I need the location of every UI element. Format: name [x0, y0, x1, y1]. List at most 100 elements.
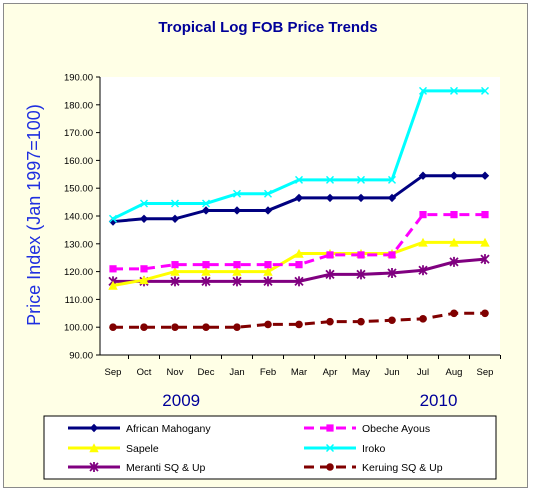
legend-label: Sapele — [126, 443, 159, 455]
legend-item-keruing-sq-up: Keruing SQ & Up — [304, 462, 443, 474]
data-point-sapele — [139, 275, 149, 285]
legend-label: African Mahogany — [126, 423, 211, 435]
data-point-sapele — [418, 237, 428, 247]
data-point-african-mahogany — [294, 193, 304, 203]
x-tick-label: Apr — [323, 367, 338, 378]
legend-item-iroko: Iroko — [304, 443, 386, 455]
data-point-iroko — [139, 199, 149, 208]
legend-marker — [326, 424, 334, 432]
x-tick-label: Aug — [446, 367, 463, 378]
data-point-obeche-ayous — [233, 261, 241, 269]
data-point-obeche-ayous — [264, 261, 272, 269]
legend-marker — [89, 443, 99, 453]
data-point-iroko — [480, 86, 490, 95]
data-point-obeche-ayous — [140, 265, 148, 273]
legend-item-sapele: Sapele — [68, 443, 159, 455]
data-point-meranti-sq-up — [449, 256, 459, 267]
x-tick-label: Sep — [105, 367, 122, 378]
data-point-keruing-sq-up — [171, 323, 179, 332]
x-tick-label: Dec — [198, 367, 215, 378]
data-point-african-mahogany — [170, 214, 180, 223]
x-tick-label: May — [352, 367, 370, 378]
data-point-meranti-sq-up — [325, 269, 335, 280]
data-point-obeche-ayous — [202, 261, 210, 269]
y-axis-label: Price Index (Jan 1997=100) — [24, 104, 44, 326]
data-point-obeche-ayous — [481, 211, 489, 219]
series-keruing-sq-up — [109, 309, 489, 332]
series-african-mahogany — [108, 171, 490, 226]
data-point-keruing-sq-up — [357, 317, 365, 326]
data-point-meranti-sq-up — [232, 276, 242, 287]
data-point-african-mahogany — [139, 214, 149, 223]
x-tick-label: Oct — [137, 367, 152, 378]
data-point-obeche-ayous — [357, 251, 365, 259]
legend-item-obeche-ayous: Obeche Ayous — [304, 423, 430, 435]
data-point-keruing-sq-up — [419, 315, 427, 323]
data-point-iroko — [201, 199, 211, 208]
legend-marker — [89, 462, 99, 472]
data-point-african-mahogany — [449, 171, 459, 180]
x-tick-label: Jul — [417, 367, 429, 378]
x-tick-label: Feb — [260, 367, 276, 378]
plot-area — [100, 77, 500, 355]
data-point-meranti-sq-up — [263, 276, 273, 287]
y-tick-label: 90.00 — [69, 351, 93, 362]
data-point-sapele — [294, 248, 304, 258]
data-point-meranti-sq-up — [418, 265, 428, 276]
legend-label: Obeche Ayous — [362, 423, 430, 435]
data-point-african-mahogany — [325, 193, 335, 203]
data-point-obeche-ayous — [295, 261, 303, 269]
legend-label: Iroko — [362, 443, 386, 455]
data-point-african-mahogany — [387, 193, 397, 203]
data-point-keruing-sq-up — [388, 316, 396, 325]
data-point-keruing-sq-up — [326, 317, 334, 326]
data-point-iroko — [294, 175, 304, 184]
data-point-iroko — [108, 214, 118, 223]
series-meranti-sq-up — [108, 254, 490, 287]
data-point-african-mahogany — [418, 171, 428, 180]
x-tick-label: Mar — [291, 367, 307, 378]
y-tick-label: 140.00 — [64, 212, 93, 223]
legend-item-african-mahogany: African Mahogany — [68, 423, 211, 435]
data-point-iroko — [449, 86, 459, 95]
data-point-keruing-sq-up — [233, 323, 241, 332]
data-point-keruing-sq-up — [295, 320, 303, 329]
data-point-sapele — [480, 237, 490, 247]
data-point-african-mahogany — [480, 171, 490, 180]
x-tick-label: Nov — [167, 367, 184, 378]
year-label: 2010 — [420, 391, 458, 410]
data-point-obeche-ayous — [388, 251, 396, 259]
data-point-keruing-sq-up — [450, 309, 458, 318]
data-point-iroko — [263, 189, 273, 198]
data-point-african-mahogany — [108, 217, 118, 226]
data-point-keruing-sq-up — [109, 323, 117, 332]
data-point-iroko — [356, 175, 366, 184]
data-point-iroko — [170, 199, 180, 208]
data-point-keruing-sq-up — [481, 309, 489, 318]
legend-marker — [326, 463, 334, 471]
data-point-meranti-sq-up — [170, 276, 180, 287]
data-point-sapele — [170, 266, 180, 276]
data-point-iroko — [232, 189, 242, 198]
year-label: 2009 — [162, 391, 200, 410]
legend-label: Keruing SQ & Up — [362, 462, 443, 474]
data-point-sapele — [232, 266, 242, 276]
y-tick-label: 120.00 — [64, 267, 93, 278]
data-point-sapele — [201, 266, 211, 276]
data-point-meranti-sq-up — [356, 269, 366, 280]
y-tick-label: 170.00 — [64, 128, 93, 139]
data-point-iroko — [418, 86, 428, 95]
data-point-meranti-sq-up — [387, 267, 397, 278]
y-tick-label: 180.00 — [64, 100, 93, 111]
data-point-obeche-ayous — [326, 251, 334, 259]
data-point-keruing-sq-up — [202, 323, 210, 332]
y-tick-label: 100.00 — [64, 323, 93, 334]
y-tick-label: 110.00 — [65, 295, 93, 306]
y-tick-label: 160.00 — [64, 156, 93, 167]
y-tick-label: 150.00 — [64, 184, 93, 195]
data-point-african-mahogany — [232, 206, 242, 215]
data-point-african-mahogany — [201, 206, 211, 215]
legend-label: Meranti SQ & Up — [126, 462, 206, 474]
legend-marker — [325, 443, 335, 453]
data-point-obeche-ayous — [109, 265, 117, 273]
